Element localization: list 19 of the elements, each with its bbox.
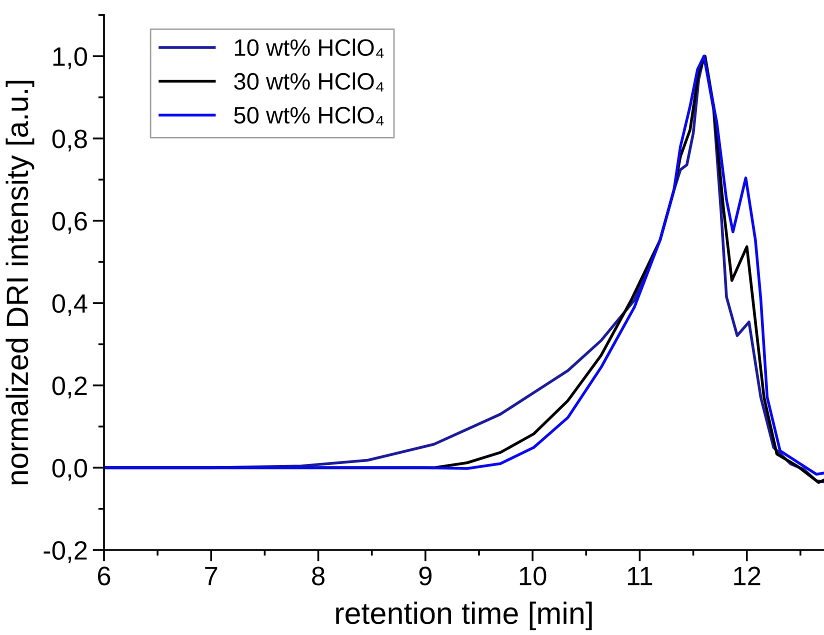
x-tick-label: 10 <box>520 566 546 586</box>
legend-label: 10 wt% HClO₄ <box>235 38 384 58</box>
legend-label: 50 wt% HClO₄ <box>234 106 384 126</box>
x-tick-label: 8 <box>312 566 324 586</box>
x-tick-label: 12 <box>734 566 760 586</box>
x-tick-label: 6 <box>98 566 110 586</box>
legend-label: 30 wt% HClO₄ <box>234 72 384 92</box>
y-tick-label: 0,6 <box>52 212 87 234</box>
y-tick-label: 0,4 <box>52 294 88 316</box>
x-axis-title: retention time [min] <box>336 602 592 630</box>
x-tick-label: 9 <box>419 566 432 586</box>
y-tick-label: 0,2 <box>52 376 87 398</box>
y-tick-label: -0,2 <box>44 541 87 563</box>
y-tick-label: 0,0 <box>52 458 87 481</box>
y-tick-label: 1,0 <box>53 47 87 70</box>
y-axis-title: normalized DRI intensity [a.u.] <box>6 80 34 484</box>
x-tick-label: 11 <box>628 566 652 586</box>
y-tick-label: 0,8 <box>52 130 87 152</box>
x-tick-label: 7 <box>205 566 218 586</box>
